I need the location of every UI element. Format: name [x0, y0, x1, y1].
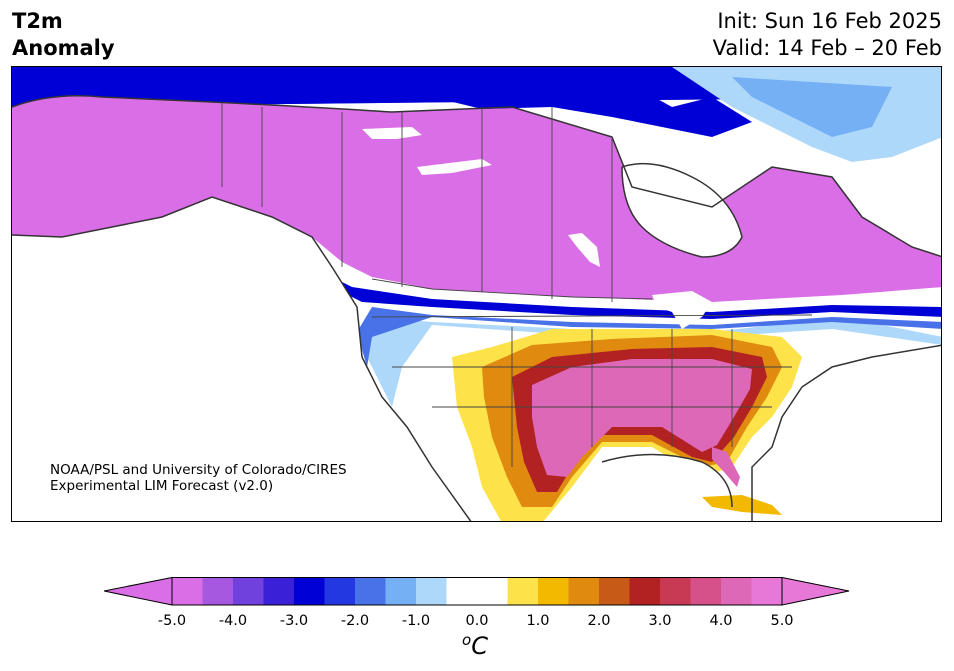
colorbar-tick-label: 4.0 [709, 613, 733, 629]
colorbar-cell [660, 577, 691, 605]
map-credit: NOAA/PSL and University of Colorado/CIRE… [50, 462, 347, 494]
great-bear-lake [362, 127, 422, 139]
colorbar-cell [446, 577, 478, 605]
map-svg [12, 67, 941, 521]
colorbar-cell [477, 577, 508, 605]
colorbar-tick-label: -2.0 [340, 613, 370, 629]
arctic-islands [392, 67, 752, 137]
colorbar-tick-label: 1.0 [526, 613, 550, 629]
colorbar-cell [202, 577, 234, 605]
colorbar-cell [416, 577, 447, 605]
colorbar-cell [599, 577, 630, 605]
colorbar-cell [690, 577, 722, 605]
colorbar [104, 577, 850, 606]
title-line-1: T2m [12, 9, 63, 33]
anomaly-map: NOAA/PSL and University of Colorado/CIRE… [11, 66, 942, 522]
colorbar-cell [263, 577, 295, 605]
colorbar-tick-label: -5.0 [157, 613, 187, 629]
cuba [702, 495, 782, 515]
warm-pink [532, 359, 752, 477]
coastline [12, 95, 941, 521]
colorbar-cell [294, 577, 325, 605]
colorbar-cell [172, 577, 203, 605]
colorbar-cell [751, 577, 783, 605]
colorbar-tick-label: -1.0 [401, 613, 431, 629]
unit-base: C [471, 632, 488, 660]
pacific-ocean [12, 197, 471, 521]
colorbar-frame [171, 577, 783, 606]
florida [712, 447, 740, 487]
colorbar-unit: oC [462, 631, 488, 660]
colorbar-cell [355, 577, 386, 605]
credit-line-1: NOAA/PSL and University of Colorado/CIRE… [50, 462, 347, 478]
unit-superscript: o [462, 631, 472, 649]
borders [221, 103, 813, 467]
colorbar-cell [629, 577, 661, 605]
greenland-core [732, 77, 892, 137]
title-line-2: Anomaly [12, 36, 115, 60]
valid-period: Valid: 14 Feb – 20 Feb [712, 36, 942, 60]
colorbar-tick-label: 5.0 [770, 613, 794, 629]
hudson-bay [622, 163, 742, 257]
lake-winnipeg [568, 233, 600, 267]
colorbar-cell [385, 577, 417, 605]
colorbar-tick-label: -3.0 [279, 613, 309, 629]
colorbar-cell [507, 577, 539, 605]
colorbar-tick-label: 0.0 [465, 613, 489, 629]
colorbar-tick-label: 2.0 [587, 613, 611, 629]
colorbar-cell [233, 577, 264, 605]
colorbar-tick-label: -4.0 [218, 613, 248, 629]
colorbar-cell [721, 577, 752, 605]
gulf-of-mexico [572, 454, 732, 521]
colorbar-tick-label: 3.0 [648, 613, 672, 629]
colorbar-cell [568, 577, 600, 605]
map-title: T2m Anomaly [12, 8, 115, 62]
atlantic-ocean [752, 345, 941, 521]
great-lakes [652, 291, 712, 329]
colorbar-max-extension [781, 577, 850, 606]
forecast-dates: Init: Sun 16 Feb 2025 Valid: 14 Feb – 20… [713, 8, 942, 62]
colorbar-cell [538, 577, 569, 605]
init-date: Init: Sun 16 Feb 2025 [717, 9, 942, 33]
colorbar-min-extension [104, 577, 173, 606]
colorbar-cell [324, 577, 356, 605]
great-slave-lake [417, 159, 492, 175]
credit-line-2: Experimental LIM Forecast (v2.0) [50, 478, 274, 494]
